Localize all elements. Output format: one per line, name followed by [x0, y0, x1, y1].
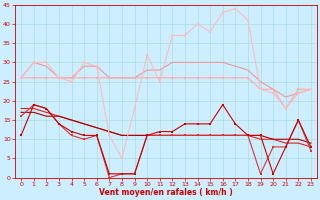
X-axis label: Vent moyen/en rafales ( km/h ): Vent moyen/en rafales ( km/h ) — [99, 188, 233, 197]
